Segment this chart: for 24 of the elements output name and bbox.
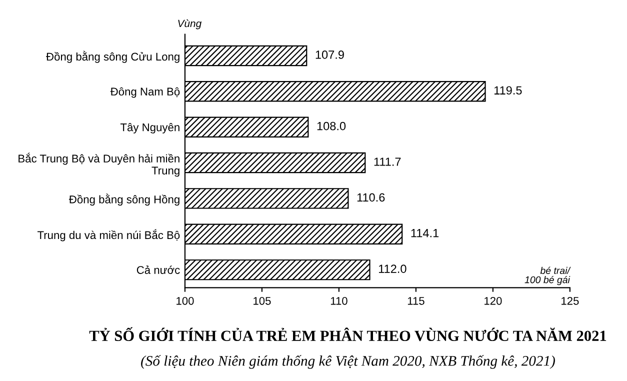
data-label: 119.5	[494, 86, 522, 95]
x-tick-label: 120	[484, 296, 502, 305]
text: (Số liệu theo Niên giám thống kê Việt Nam 2020, NXB Thống kê, 2021)	[141, 355, 555, 369]
y-tick-label: Đồng bằng sông Hồng	[68, 194, 180, 206]
x-tick-label: 100	[176, 296, 194, 305]
text: TỶ SỐ GIỚI TÍNH CỦA TRẺ EM PHÂN THEO VÙNG NƯỚC TA NĂM 2021	[89, 327, 606, 342]
data-label: 110.6	[357, 193, 385, 202]
x-tick-label: 105	[254, 296, 271, 305]
data-label: 112.0	[378, 264, 406, 273]
data-label: 107.9	[316, 50, 344, 59]
y-tick-label: Tây Nguyên	[120, 123, 180, 134]
data-label: 111.7	[374, 158, 401, 166]
x-tick-label: 110	[330, 296, 348, 305]
y-tick-label: Bắc Trung Bộ và Duyên hải miền Trung	[18, 152, 180, 177]
x-tick-label: 115	[408, 297, 424, 305]
data-label: 108.0	[317, 122, 346, 130]
x-axis-title: bé trai/ 100 bé gái	[524, 266, 571, 286]
y-tick-label: Đồng bằng sông Cửu Long	[46, 50, 180, 63]
y-tick-label: Trung du và miền núi Bắc Bộ	[37, 229, 180, 242]
x-tick-label: 125	[562, 296, 579, 305]
y-tick-label: Đông Nam Bộ	[110, 87, 180, 98]
y-axis-title: Vùng	[178, 19, 202, 30]
data-label: 114.1	[411, 229, 439, 238]
y-tick-label: Cả nước	[136, 266, 180, 274]
